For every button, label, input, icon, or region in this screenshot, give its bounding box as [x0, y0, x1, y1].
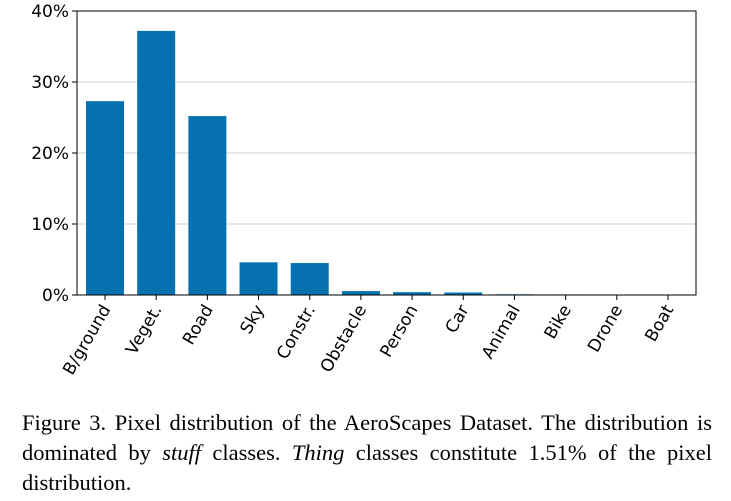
bar	[290, 263, 329, 295]
bar	[393, 292, 432, 295]
x-tick-label: B/ground	[59, 302, 115, 379]
bar	[137, 30, 176, 295]
x-tick-label: Car	[442, 301, 474, 336]
x-tick-label: Animal	[478, 302, 525, 363]
y-axis-ticks: 0% 10% 20% 30% 40%	[31, 2, 77, 306]
bar	[239, 262, 278, 295]
x-tick-label: Veget.	[122, 302, 166, 359]
x-tick-label: Drone	[584, 302, 627, 356]
y-tick-label: 0%	[42, 286, 69, 306]
x-tick-label: Bike	[541, 302, 576, 343]
caption-stuff: stuff	[162, 440, 202, 465]
plot-frame	[76, 10, 697, 296]
x-tick-label: Boat	[641, 301, 678, 345]
x-tick-label: Sky	[237, 302, 269, 338]
x-axis-labels: B/ground Veget. Road Sky Constr.Obstacle Pers…	[59, 295, 678, 379]
bar	[444, 292, 483, 295]
caption-suffix: classes constitute 1.51% of the pixel di…	[22, 440, 712, 495]
y-tick-label: 10%	[31, 215, 69, 235]
y-tick-label: 30%	[31, 73, 69, 93]
bar	[86, 101, 124, 295]
bar	[188, 116, 227, 295]
bar-chart: 0% 10% 20% 30% 40% B/ground Veget. Road Sky Cons…	[31, 2, 697, 379]
x-tick-label: Constr.	[273, 302, 320, 363]
x-tick-label: Obstacle	[317, 302, 372, 377]
gridlines	[77, 81, 696, 225]
y-tick-label: 20%	[31, 144, 69, 164]
bars	[86, 30, 687, 296]
x-tick-label: Road	[179, 302, 218, 349]
bar	[341, 291, 380, 295]
caption-prefix: Figure 3. Pixel distribution of the Aero…	[22, 410, 712, 465]
x-tick-label: Person	[377, 302, 423, 361]
caption-middle: classes.	[201, 440, 292, 465]
y-tick-label: 40%	[31, 2, 69, 22]
caption-thing: Thing	[291, 440, 345, 465]
figure-caption: Figure 3. Pixel distribution of the Aero…	[22, 408, 712, 498]
